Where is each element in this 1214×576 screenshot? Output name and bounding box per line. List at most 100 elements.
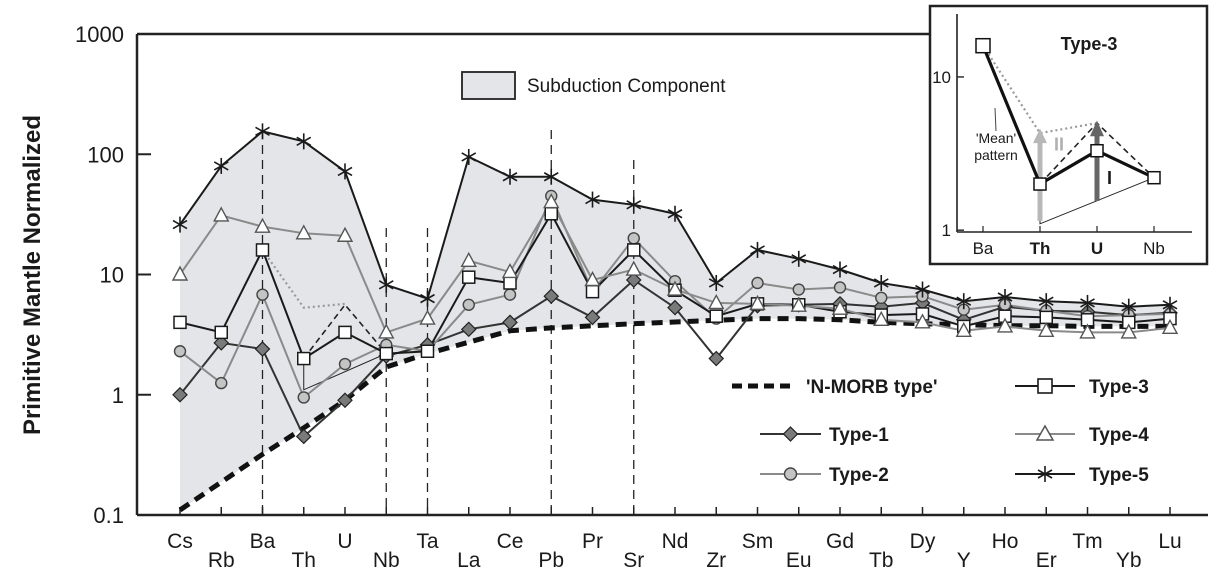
inset-arrow-i-head [1090, 120, 1104, 137]
y-axis-ticks: 1000 100 10 1 0.1 [75, 22, 151, 528]
point-type-3-rb [214, 325, 228, 340]
inset-arrow-ii-head [1033, 128, 1047, 144]
point-type-5-dy [915, 281, 930, 298]
point-type-2-la [462, 298, 475, 311]
inset-y-tick-label-10: 10 [932, 68, 951, 87]
legend-marker-diamond [782, 426, 799, 442]
x-tick-label-ta: Ta [416, 530, 439, 553]
point-type-1-cs [172, 386, 188, 403]
inset-x-tick-label-th: Th [1030, 239, 1051, 258]
x-tick-label-eu: Eu [786, 549, 812, 571]
point-type-1-u [337, 392, 353, 409]
point-type-4-yb [1120, 323, 1137, 339]
point-type-1-th [295, 428, 312, 445]
inset-point-th [1033, 177, 1047, 191]
inset-note-line2: pattern [974, 147, 1018, 163]
point-type-5-ba [255, 123, 270, 140]
x-tick-label-ba: Ba [250, 530, 276, 553]
point-type-2-ba [256, 288, 269, 301]
point-type-2-th [297, 391, 310, 404]
point-type-1-ce [502, 314, 518, 331]
point-type-5-y [956, 293, 972, 310]
point-type-4-pb [543, 193, 560, 209]
point-type-4-dy [914, 313, 931, 329]
legend-marker-star [1037, 466, 1053, 482]
point-type-2-u [338, 357, 352, 371]
point-type-5-nb [378, 276, 394, 293]
point-type-3-cs [173, 315, 187, 330]
legend-marker-triangle [1035, 424, 1055, 441]
x-tick-label-gd: Gd [826, 530, 854, 553]
point-type-1-ba [254, 341, 271, 357]
x-tick-label-lu: Lu [1158, 530, 1181, 553]
x-tick-label-y: Y [957, 549, 971, 571]
point-type-4-u [336, 226, 354, 242]
point-type-4-nb [378, 323, 395, 339]
x-tick-label-sr: Sr [623, 549, 644, 571]
mean-dotted-line [261, 249, 346, 309]
x-tick-label-tm: Tm [1072, 530, 1102, 553]
point-type-5-pr [585, 191, 600, 208]
inset-x-tick-label-ba: Ba [973, 239, 994, 258]
inset-point-u [1090, 143, 1104, 158]
x-tick-label-tb: Tb [869, 549, 894, 571]
point-type-5-cs [172, 216, 188, 233]
point-type-5-pb [543, 168, 559, 185]
point-type-4-ta [419, 309, 436, 325]
point-type-4-tb [873, 310, 890, 327]
point-type-1-zr [708, 350, 725, 367]
x-tick-label-er: Er [1036, 549, 1057, 571]
point-type-4-pr [584, 271, 601, 287]
point-type-3-zr [709, 309, 723, 323]
legend-label-type2: Type-2 [829, 465, 889, 486]
point-type-2-cs [173, 345, 187, 358]
inset-arrow-ii-label: II [1054, 135, 1064, 155]
point-type-5-sm [750, 241, 765, 258]
point-type-2-gd [833, 281, 847, 294]
point-type-5-nd [667, 205, 683, 222]
x-tick-label-pr: Pr [582, 530, 603, 553]
point-type-4-ho [996, 317, 1014, 333]
y-tick-label-10: 10 [100, 263, 124, 288]
point-type-4-sr [625, 260, 642, 276]
point-type-4-ba [254, 217, 271, 233]
x-tick-label-ho: Ho [992, 530, 1019, 553]
point-type-4-er [1038, 321, 1055, 338]
point-type-5-eu [791, 250, 807, 267]
legend-label-type4: Type-4 [1089, 425, 1149, 446]
legend-marker-square [1037, 378, 1053, 394]
point-type-4-gd [831, 299, 849, 315]
point-type-2-ce [503, 288, 517, 301]
inset-title: Type-3 [1061, 34, 1118, 54]
inset-point-ba [975, 37, 991, 54]
subduction-legend-label: Subduction Component [527, 76, 726, 97]
point-type-1-nd [667, 299, 683, 316]
x-axis-ticks: Cs Rb Ba Th U Nb Ta La Ce Pb Pr Sr Nd Zr Sm Eu Gd Tb Dy Y Ho… [167, 507, 1182, 572]
point-type-4-nd [666, 280, 684, 296]
series-markers [171, 123, 1179, 445]
y-tick-label-100: 100 [87, 142, 124, 167]
series-legend: 'N-MORB type' Type-3 Type-1 Type-4 Type-… [732, 377, 1149, 486]
x-tick-label-rb: Rb [208, 549, 235, 571]
legend-label-type3: Type-3 [1089, 377, 1149, 398]
point-type-3-u [338, 325, 352, 340]
x-tick-label-nb: Nb [373, 549, 400, 571]
point-type-2-sm [751, 276, 764, 290]
subduction-legend: Subduction Component [461, 71, 726, 100]
point-type-3-ba [255, 243, 270, 257]
point-type-4-zr [708, 293, 725, 310]
point-type-1-rb [213, 335, 230, 351]
x-tick-label-dy: Dy [910, 530, 936, 553]
inset-arrow-i-label: I [1107, 168, 1112, 188]
point-type-5-ce [502, 168, 518, 185]
point-type-4-eu [790, 296, 807, 312]
x-tick-label-zr: Zr [706, 549, 726, 571]
point-type-3-pr [585, 284, 600, 299]
point-type-1-sr [625, 272, 642, 288]
y-axis-label: Primitive Mantle Normalized [19, 115, 46, 435]
point-type-3-ce [503, 276, 517, 290]
point-type-4-la [460, 251, 477, 267]
point-type-5-zr [708, 274, 724, 291]
point-type-5-tb [873, 274, 889, 291]
